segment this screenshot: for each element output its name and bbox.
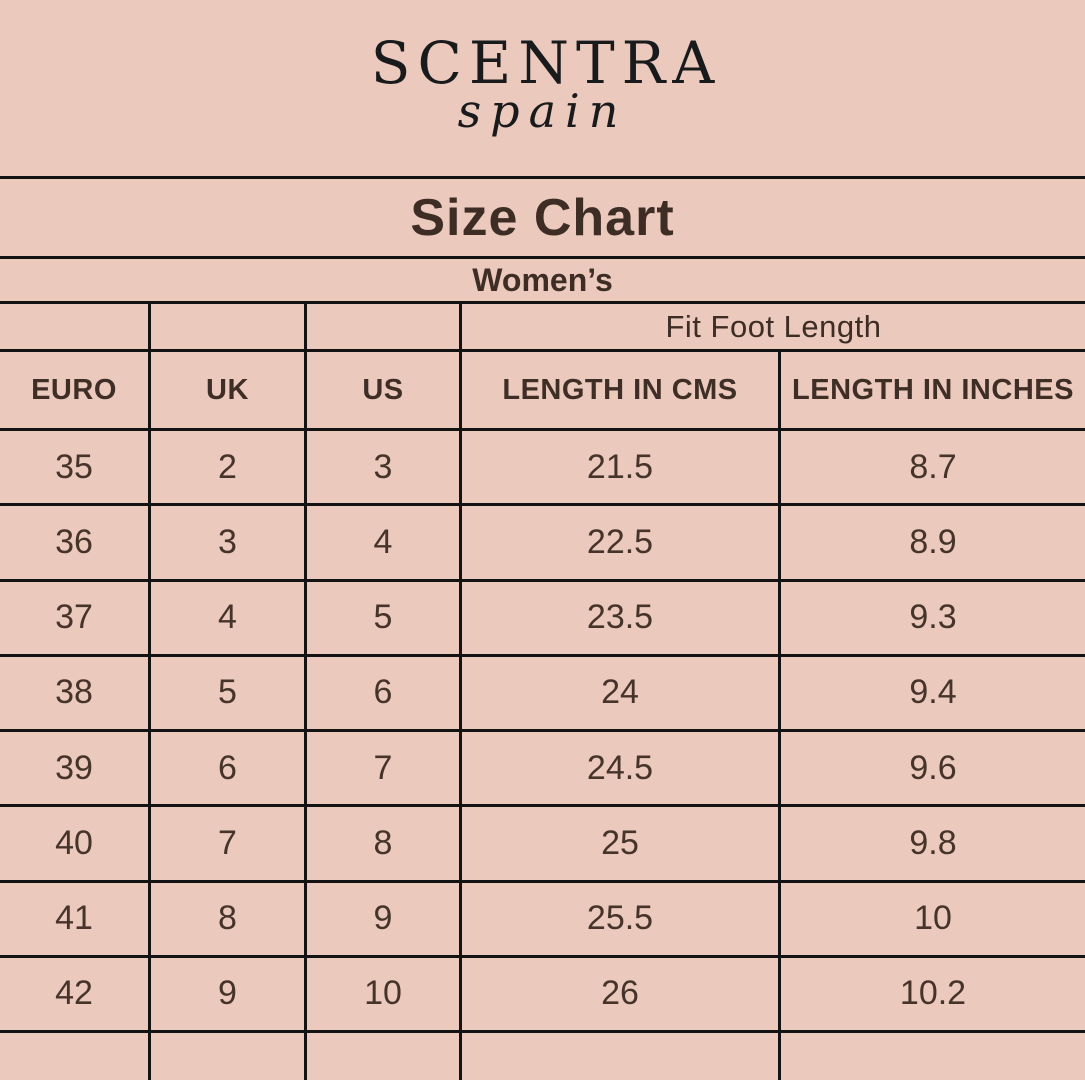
cell-us: 10 (307, 957, 462, 1030)
subtitle: Women’s (472, 261, 613, 298)
cell-euro: 36 (0, 506, 151, 579)
table-empty-row (0, 1030, 1085, 1080)
cell-length-cms: 24 (462, 656, 781, 729)
cell-us: 9 (307, 882, 462, 955)
cell-length-inches: 9.4 (909, 673, 957, 712)
empty-cell (307, 304, 462, 349)
cell-us: 5 (307, 581, 462, 654)
cell-us: 6 (307, 656, 462, 729)
cell-euro: 37 (0, 581, 151, 654)
column-header-us: US (307, 352, 462, 428)
cell-length-inches: 8.7 (909, 447, 957, 486)
column-header-length-cms: LENGTH IN CMS (462, 352, 781, 428)
cell-length-inches: 9.6 (909, 748, 957, 787)
cell-uk: 7 (151, 807, 307, 880)
table-row: 37 4 5 23.5 9.3 (0, 578, 1085, 654)
empty-cell (151, 1033, 307, 1080)
table-row: 41 8 9 25.5 10 (0, 879, 1085, 955)
cell-length-cms: 21.5 (462, 431, 781, 504)
table-row: 42 9 10 26 10.2 (0, 954, 1085, 1030)
cell-uk: 8 (151, 882, 307, 955)
column-header-uk: UK (151, 352, 307, 428)
empty-cell (0, 1033, 151, 1080)
size-table: Fit Foot Length EURO UK US LENGTH IN CMS… (0, 301, 1085, 1080)
cell-us: 8 (307, 807, 462, 880)
cell-uk: 4 (151, 581, 307, 654)
table-row: 40 7 8 25 9.8 (0, 804, 1085, 880)
table-header-row: EURO UK US LENGTH IN CMS LENGTH IN INCHE… (0, 349, 1085, 428)
cell-length-cms: 25.5 (462, 882, 781, 955)
empty-cell (0, 304, 151, 349)
cell-us: 3 (307, 431, 462, 504)
cell-length-cms: 26 (462, 957, 781, 1030)
cell-euro: 42 (0, 957, 151, 1030)
cell-length-cms: 25 (462, 807, 781, 880)
title-band: Size Chart (0, 176, 1085, 256)
group-header-label: Fit Foot Length (665, 308, 882, 344)
cell-length-cms: 24.5 (462, 732, 781, 805)
table-group-header-row: Fit Foot Length (0, 301, 1085, 349)
cell-us: 7 (307, 732, 462, 805)
cell-uk: 5 (151, 656, 307, 729)
cell-uk: 9 (151, 957, 307, 1030)
empty-cell (462, 1033, 781, 1080)
table-row: 35 2 3 21.5 8.7 (0, 428, 1085, 504)
table-row: 36 3 4 22.5 8.9 (0, 503, 1085, 579)
cell-length-cms: 23.5 (462, 581, 781, 654)
empty-cell (307, 1033, 462, 1080)
subtitle-band: Women’s (0, 256, 1085, 301)
cell-euro: 38 (0, 656, 151, 729)
column-header-euro: EURO (0, 352, 151, 428)
empty-cell (781, 1033, 1085, 1080)
cell-length-inches: 10.2 (899, 974, 967, 1013)
cell-us: 4 (307, 506, 462, 579)
cell-length-inches: 9.8 (909, 823, 957, 862)
brand-subname: spain (457, 84, 628, 138)
cell-length-cms: 22.5 (462, 506, 781, 579)
group-header-cell: Fit Foot Length (462, 304, 1085, 349)
cell-length-inches: 8.9 (909, 522, 957, 561)
cell-uk: 2 (151, 431, 307, 504)
cell-uk: 6 (151, 732, 307, 805)
cell-length-inches: 9.3 (909, 598, 957, 637)
cell-euro: 39 (0, 732, 151, 805)
cell-euro: 40 (0, 807, 151, 880)
table-row: 38 5 6 24 9.4 (0, 653, 1085, 729)
table-row: 39 6 7 24.5 9.6 (0, 729, 1085, 805)
brand-name: SCENTRA (370, 29, 722, 97)
page-title: Size Chart (410, 188, 675, 247)
column-header-length-inches: LENGTH IN INCHES (792, 373, 1074, 406)
cell-length-inches: 10 (914, 899, 952, 938)
empty-cell (151, 304, 307, 349)
cell-euro: 35 (0, 431, 151, 504)
brand-logo: SCENTRA spain (0, 0, 1085, 176)
cell-euro: 41 (0, 882, 151, 955)
cell-uk: 3 (151, 506, 307, 579)
